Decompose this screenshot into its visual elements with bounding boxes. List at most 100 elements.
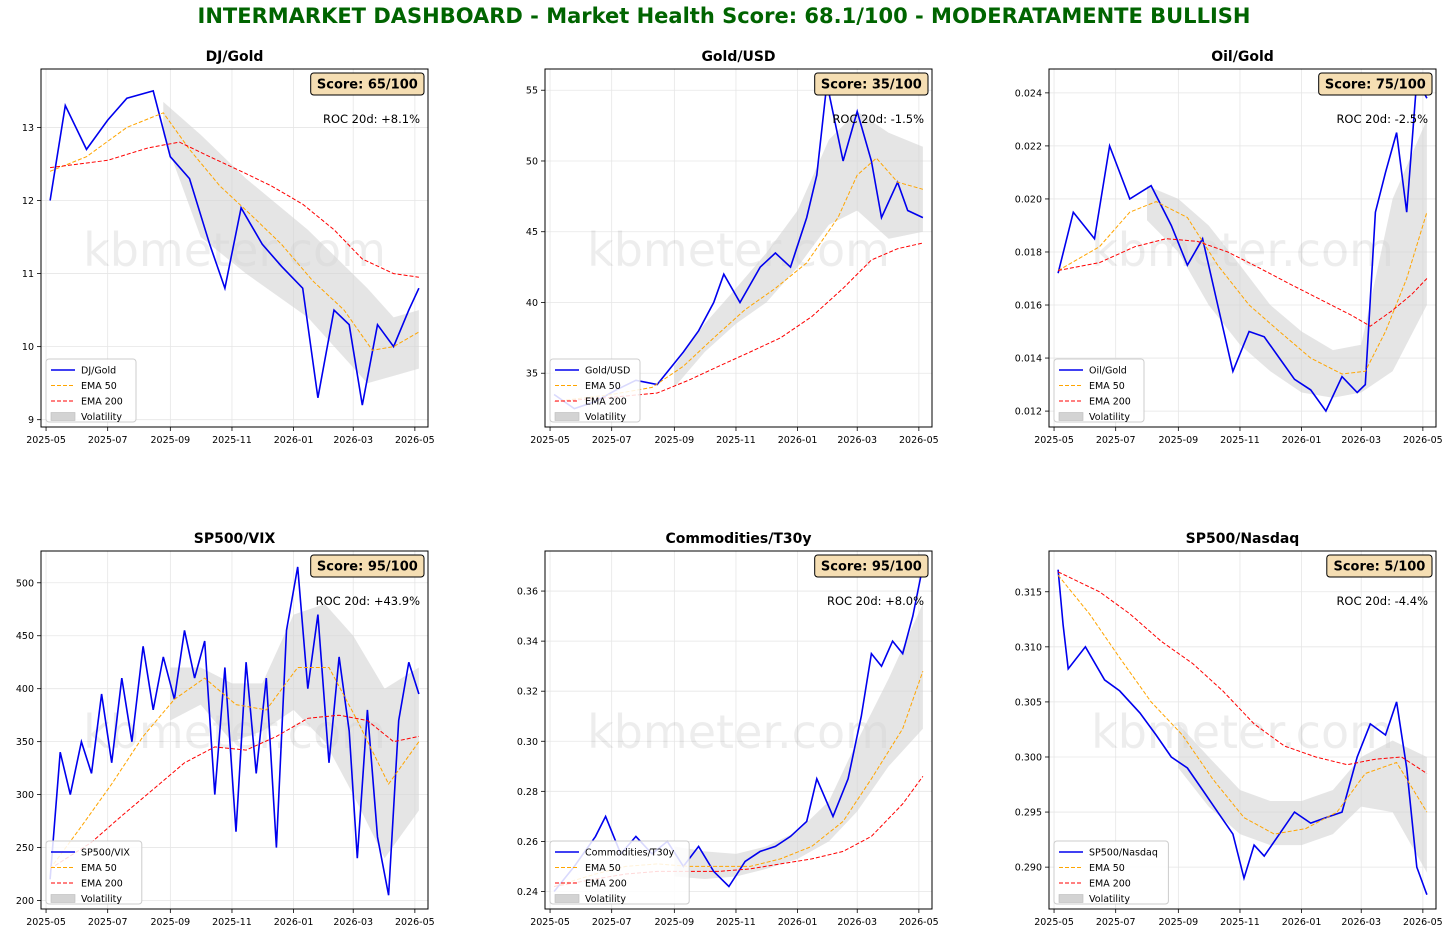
legend-label: Gold/USD bbox=[585, 366, 630, 377]
x-tick-label: 2025-07 bbox=[592, 435, 632, 446]
roc-label: ROC 20d: +8.1% bbox=[323, 112, 420, 126]
chart-title: Oil/Gold bbox=[1211, 49, 1274, 65]
legend-label: Volatility bbox=[1089, 894, 1130, 905]
x-tick-label: 2026-01 bbox=[778, 917, 818, 928]
score-label: Score: 35/100 bbox=[821, 78, 922, 93]
chart-panel-1: 2025-05 2025-07 2025-09 2025-11 2026-01 2026-… bbox=[22, 49, 435, 446]
legend-label: EMA 50 bbox=[81, 381, 117, 392]
legend-box bbox=[1053, 840, 1169, 905]
volatility-band bbox=[1178, 723, 1427, 873]
ema200-line bbox=[554, 242, 924, 402]
y-tick-label: 0.32 bbox=[517, 687, 538, 698]
y-tick-label: 12 bbox=[22, 196, 34, 207]
legend-label: Volatility bbox=[1089, 412, 1130, 423]
plot-frame bbox=[1048, 68, 1437, 428]
legend-label: EMA 200 bbox=[585, 879, 627, 890]
chart-title: SP500/VIX bbox=[194, 531, 276, 547]
price-line bbox=[1057, 569, 1428, 895]
legend-box bbox=[1053, 358, 1145, 423]
x-tick-label: 2025-11 bbox=[212, 435, 252, 446]
y-tick-label: 0.020 bbox=[1015, 194, 1042, 205]
x-tick-label: 2025-11 bbox=[716, 435, 756, 446]
volatility-band bbox=[170, 604, 419, 859]
score-box bbox=[814, 72, 929, 96]
chart-panel-6: 2025-05 2025-07 2025-09 2025-11 2026-01 2026-… bbox=[1015, 531, 1443, 928]
ema50-line bbox=[1057, 574, 1428, 835]
x-tick-label: 2025-07 bbox=[88, 435, 128, 446]
x-tick-label: 2025-07 bbox=[592, 917, 632, 928]
x-tick-label: 2026-03 bbox=[333, 435, 373, 446]
price-line bbox=[49, 89, 420, 406]
legend-swatch bbox=[50, 894, 76, 903]
ema50-line bbox=[554, 157, 924, 402]
volatility-band bbox=[1147, 119, 1427, 398]
y-tick-label: 0.012 bbox=[1015, 407, 1042, 418]
x-tick-label: 2025-09 bbox=[150, 435, 190, 446]
y-tick-label: 35 bbox=[526, 369, 538, 380]
volatility-band bbox=[674, 111, 923, 388]
x-tick-label: 2025-11 bbox=[1220, 917, 1260, 928]
watermark: kbmeter.com bbox=[587, 705, 890, 759]
roc-label: ROC 20d: +8.0% bbox=[827, 594, 924, 608]
y-tick-label: 200 bbox=[16, 896, 34, 907]
chart-title: Gold/USD bbox=[701, 49, 775, 65]
legend-label: Commodities/T30y bbox=[585, 848, 675, 859]
ema50-line bbox=[49, 667, 420, 870]
x-tick-label: 2025-11 bbox=[716, 917, 756, 928]
x-tick-label: 2026-01 bbox=[1282, 917, 1322, 928]
legend-label: Volatility bbox=[585, 412, 626, 423]
y-tick-label: 0.30 bbox=[517, 737, 538, 748]
legend-swatch bbox=[1058, 412, 1084, 421]
legend-label: EMA 50 bbox=[1089, 863, 1125, 874]
x-tick-label: 2026-05 bbox=[899, 917, 939, 928]
x-tick-label: 2026-05 bbox=[899, 435, 939, 446]
chart-title: DJ/Gold bbox=[206, 49, 264, 65]
chart-panel-2: 2025-05 2025-07 2025-09 2025-11 2026-01 2026-… bbox=[526, 49, 939, 446]
y-tick-label: 0.315 bbox=[1015, 587, 1042, 598]
y-tick-label: 10 bbox=[22, 342, 34, 353]
score-label: Score: 95/100 bbox=[821, 560, 922, 575]
legend-label: EMA 200 bbox=[1089, 397, 1131, 408]
watermark: kbmeter.com bbox=[1091, 705, 1394, 759]
y-tick-label: 40 bbox=[526, 298, 538, 309]
x-tick-label: 2025-09 bbox=[654, 917, 694, 928]
legend-label: EMA 50 bbox=[585, 863, 621, 874]
score-box bbox=[814, 554, 929, 578]
roc-label: ROC 20d: -4.4% bbox=[1336, 594, 1428, 608]
price-line bbox=[49, 566, 420, 896]
x-tick-label: 2026-03 bbox=[333, 917, 373, 928]
y-tick-label: 0.24 bbox=[517, 887, 538, 898]
y-tick-label: 0.016 bbox=[1015, 301, 1042, 312]
roc-label: ROC 20d: -1.5% bbox=[832, 112, 924, 126]
x-tick-label: 2025-05 bbox=[530, 917, 570, 928]
legend-label: EMA 50 bbox=[585, 381, 621, 392]
y-tick-label: 0.305 bbox=[1015, 697, 1042, 708]
y-tick-label: 0.024 bbox=[1015, 88, 1042, 99]
x-tick-label: 2025-07 bbox=[88, 917, 128, 928]
legend-swatch bbox=[554, 894, 580, 903]
x-tick-label: 2025-05 bbox=[530, 435, 570, 446]
legend-label: EMA 200 bbox=[1089, 879, 1131, 890]
score-label: Score: 65/100 bbox=[317, 78, 418, 93]
plot-frame bbox=[40, 550, 429, 910]
x-tick-label: 2026-01 bbox=[778, 435, 818, 446]
y-tick-label: 9 bbox=[28, 415, 34, 426]
legend-box bbox=[549, 358, 641, 423]
x-tick-label: 2026-05 bbox=[395, 435, 435, 446]
x-tick-label: 2026-01 bbox=[274, 435, 314, 446]
legend-label: Volatility bbox=[585, 894, 626, 905]
x-tick-label: 2026-03 bbox=[837, 917, 877, 928]
ema200-line bbox=[1057, 571, 1428, 774]
x-tick-label: 2025-09 bbox=[150, 917, 190, 928]
legend-label: Volatility bbox=[81, 412, 122, 423]
x-tick-label: 2026-01 bbox=[274, 917, 314, 928]
watermark: kbmeter.com bbox=[587, 223, 890, 277]
x-tick-label: 2026-05 bbox=[1403, 917, 1443, 928]
legend-label: SP500/Nasdaq bbox=[1089, 848, 1158, 859]
x-tick-label: 2025-11 bbox=[1220, 435, 1260, 446]
x-tick-label: 2025-11 bbox=[212, 917, 252, 928]
legend-box bbox=[45, 358, 137, 423]
y-tick-label: 13 bbox=[22, 123, 34, 134]
legend-swatch bbox=[554, 412, 580, 421]
y-tick-label: 400 bbox=[16, 684, 34, 695]
